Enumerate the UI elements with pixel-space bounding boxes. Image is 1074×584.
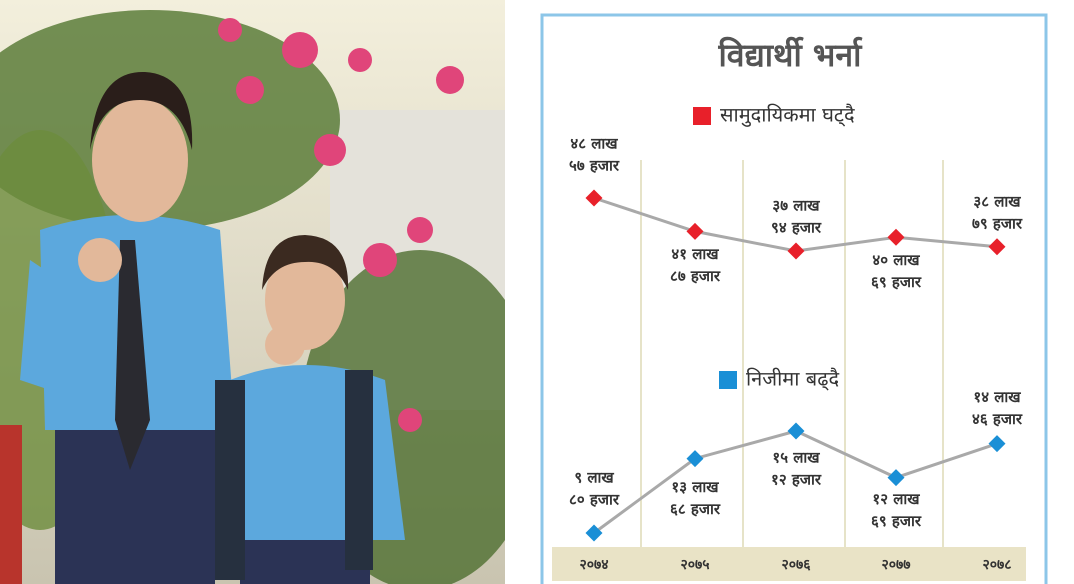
year-band — [552, 547, 1026, 581]
boy — [215, 235, 405, 584]
point — [887, 469, 905, 487]
value-label: ६९ हजार — [871, 273, 922, 291]
x-tick-label: २०७६ — [781, 557, 811, 573]
value-label: १४ लाख — [973, 388, 1021, 406]
point — [887, 228, 905, 246]
value-label: १२ हजार — [771, 471, 822, 489]
x-tick-label: २०७४ — [579, 557, 608, 573]
value-label: ८० हजार — [569, 491, 620, 509]
value-label: १२ लाख — [872, 490, 920, 508]
value-label: ४६ हजार — [972, 410, 1023, 428]
value-label: ९४ हजार — [771, 219, 822, 237]
point — [585, 524, 603, 542]
value-label: ८७ हजार — [670, 267, 721, 285]
value-label: ६८ हजार — [670, 500, 721, 518]
point — [686, 450, 704, 468]
legend-swatch — [693, 107, 711, 125]
point — [988, 238, 1006, 256]
legend-label: सामुदायिकमा घट्दै — [720, 103, 855, 128]
flowers — [218, 18, 464, 432]
legend-swatch — [719, 371, 737, 389]
value-label: ४८ लाख — [570, 135, 618, 153]
x-tick-label: २०७५ — [680, 557, 709, 573]
value-label: ४१ लाख — [671, 245, 719, 263]
value-label: ६९ हजार — [871, 512, 922, 530]
chart-title: विद्यार्थी भर्ना — [718, 36, 864, 74]
x-tick-label: २०७८ — [982, 557, 1011, 573]
point — [787, 242, 805, 260]
value-label: ३८ लाख — [973, 192, 1021, 210]
value-label: १५ लाख — [772, 449, 820, 467]
x-tick-label: २०७७ — [881, 557, 910, 573]
column-dividers — [640, 160, 944, 547]
pillar — [0, 425, 22, 584]
value-label: ९ लाख — [574, 469, 614, 487]
point — [686, 222, 704, 240]
photo — [0, 0, 540, 584]
value-label: ४० लाख — [872, 251, 920, 269]
legend-label: निजीमा बढ्दै — [746, 367, 839, 392]
value-label: १३ लाख — [671, 478, 719, 496]
chart-frame — [540, 13, 1048, 584]
girl — [20, 71, 235, 584]
point — [787, 422, 805, 440]
value-label: ३७ लाख — [772, 197, 820, 215]
value-label: ७९ हजार — [972, 214, 1023, 232]
point — [988, 435, 1006, 453]
value-label: ५७ हजार — [569, 157, 620, 175]
point — [585, 189, 603, 207]
